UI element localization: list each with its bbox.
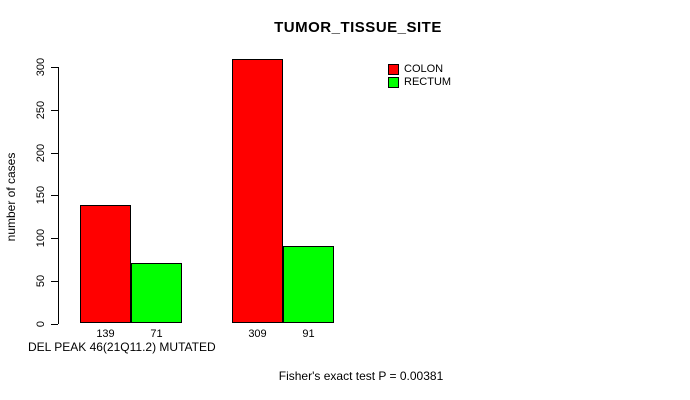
bar-colon-group2 — [232, 59, 283, 324]
y-axis-tick-label: 50 — [35, 274, 47, 287]
y-axis-tick — [51, 67, 58, 68]
y-axis-tick — [51, 323, 58, 325]
x-axis-label: DEL PEAK 46(21Q11.2) MUTATED — [28, 340, 216, 354]
bar-value-label: 139 — [96, 327, 115, 340]
bar-rectum-group2 — [283, 245, 334, 324]
legend-label: RECTUM — [404, 76, 452, 88]
bar-value-label: 71 — [150, 327, 163, 340]
y-axis-tick — [51, 280, 58, 282]
legend-swatch-icon — [388, 77, 399, 88]
y-axis-label: number of cases — [4, 152, 18, 242]
bar-value-label: 309 — [248, 327, 267, 340]
y-axis-tick — [51, 195, 58, 197]
fisher-test-annotation: Fisher's exact test P = 0.00381 — [278, 369, 444, 383]
legend-item-rectum: RECTUM — [388, 76, 451, 89]
bar-colon-group1 — [80, 204, 131, 324]
bar-value-label: 91 — [302, 327, 315, 340]
y-axis-tick — [51, 109, 58, 111]
y-axis-tick — [51, 238, 58, 239]
y-axis-line — [58, 67, 59, 324]
y-axis-tick — [51, 152, 58, 154]
legend-label: COLON — [404, 63, 444, 75]
legend-swatch-icon — [388, 64, 399, 75]
bar-rectum-group1 — [131, 262, 182, 324]
y-axis-tick-label: 150 — [35, 186, 47, 205]
y-axis-tick-label: 300 — [35, 57, 47, 77]
legend-item-colon: COLON — [388, 63, 451, 76]
chart-legend: COLON RECTUM — [388, 63, 451, 89]
chart-title: TUMOR_TISSUE_SITE — [274, 19, 442, 36]
y-axis-tick-label: 0 — [35, 320, 47, 327]
y-axis-tick-label: 100 — [35, 228, 47, 248]
y-axis-tick-label: 250 — [35, 100, 47, 119]
y-axis-tick-label: 200 — [35, 143, 47, 162]
